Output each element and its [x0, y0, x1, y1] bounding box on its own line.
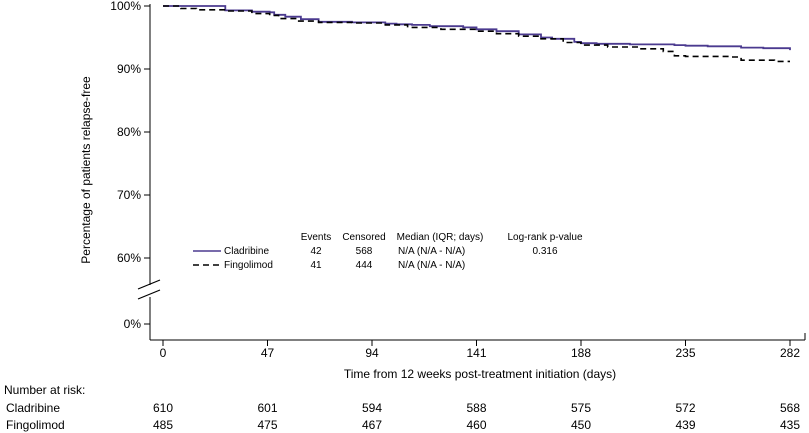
risk-value: 485 — [153, 418, 173, 432]
y-tick-label: 0% — [124, 317, 142, 331]
y-tick-label: 80% — [117, 125, 141, 139]
legend-header: Median (IQR; days) — [397, 232, 484, 243]
risk-value: 568 — [780, 401, 800, 415]
risk-table-title: Number at risk: — [4, 383, 85, 397]
y-axis-label: Percentage of patients relapse-free — [79, 76, 93, 264]
risk-row-label: Fingolimod — [6, 418, 65, 432]
x-tick-label: 0 — [160, 346, 167, 360]
legend-events: 41 — [310, 260, 322, 271]
legend-series-name: Fingolimod — [224, 260, 273, 271]
series-layer — [163, 5, 791, 63]
legend-censored: 444 — [356, 260, 373, 271]
risk-row-label: Cladribine — [6, 401, 60, 415]
series-line-fingolimod — [163, 5, 790, 63]
risk-value: 439 — [675, 418, 695, 432]
axis-break-marker — [137, 279, 161, 300]
risk-value: 588 — [466, 401, 486, 415]
x-tick-label: 47 — [261, 346, 275, 360]
x-axis-label: Time from 12 weeks post-treatment initia… — [344, 367, 616, 381]
legend-median: N/A (N/A - N/A) — [398, 246, 465, 257]
legend-median: N/A (N/A - N/A) — [398, 260, 465, 271]
y-ticks: 100% 90% 80% 70% 60% 0% — [110, 0, 150, 331]
risk-value: 575 — [571, 401, 591, 415]
legend-events: 42 — [310, 246, 322, 257]
legend: Events Censored Median (IQR; days) Log-rank… — [193, 232, 583, 271]
risk-value: 610 — [153, 401, 173, 415]
x-tick-label: 282 — [780, 346, 800, 360]
legend-header: Censored — [342, 232, 385, 243]
y-tick-label: 70% — [117, 188, 141, 202]
risk-value: 475 — [257, 418, 277, 432]
risk-value: 601 — [257, 401, 277, 415]
risk-value: 467 — [362, 418, 382, 432]
risk-value: 450 — [571, 418, 591, 432]
legend-censored: 568 — [356, 246, 373, 257]
legend-header: Events — [301, 232, 332, 243]
series-line-cladribine — [163, 5, 791, 51]
x-tick-label: 94 — [365, 346, 379, 360]
risk-value: 460 — [466, 418, 486, 432]
risk-value: 594 — [362, 401, 382, 415]
x-ticks: 0 47 94 141 188 235 282 — [160, 340, 800, 360]
risk-value: 435 — [780, 418, 800, 432]
y-tick-label: 100% — [110, 0, 141, 13]
legend-header: Log-rank p-value — [507, 232, 582, 243]
legend-pvalue: 0.316 — [532, 246, 557, 257]
legend-series-name: Cladribine — [224, 246, 269, 257]
x-tick-label: 235 — [675, 346, 695, 360]
y-tick-label: 60% — [117, 251, 141, 265]
risk-value: 572 — [675, 401, 695, 415]
y-tick-label: 90% — [117, 62, 141, 76]
x-tick-label: 188 — [571, 346, 591, 360]
axes — [137, 4, 806, 341]
x-tick-label: 141 — [466, 346, 486, 360]
risk-table: Number at risk: Cladribine 610 601 594 588 575… — [4, 383, 800, 432]
